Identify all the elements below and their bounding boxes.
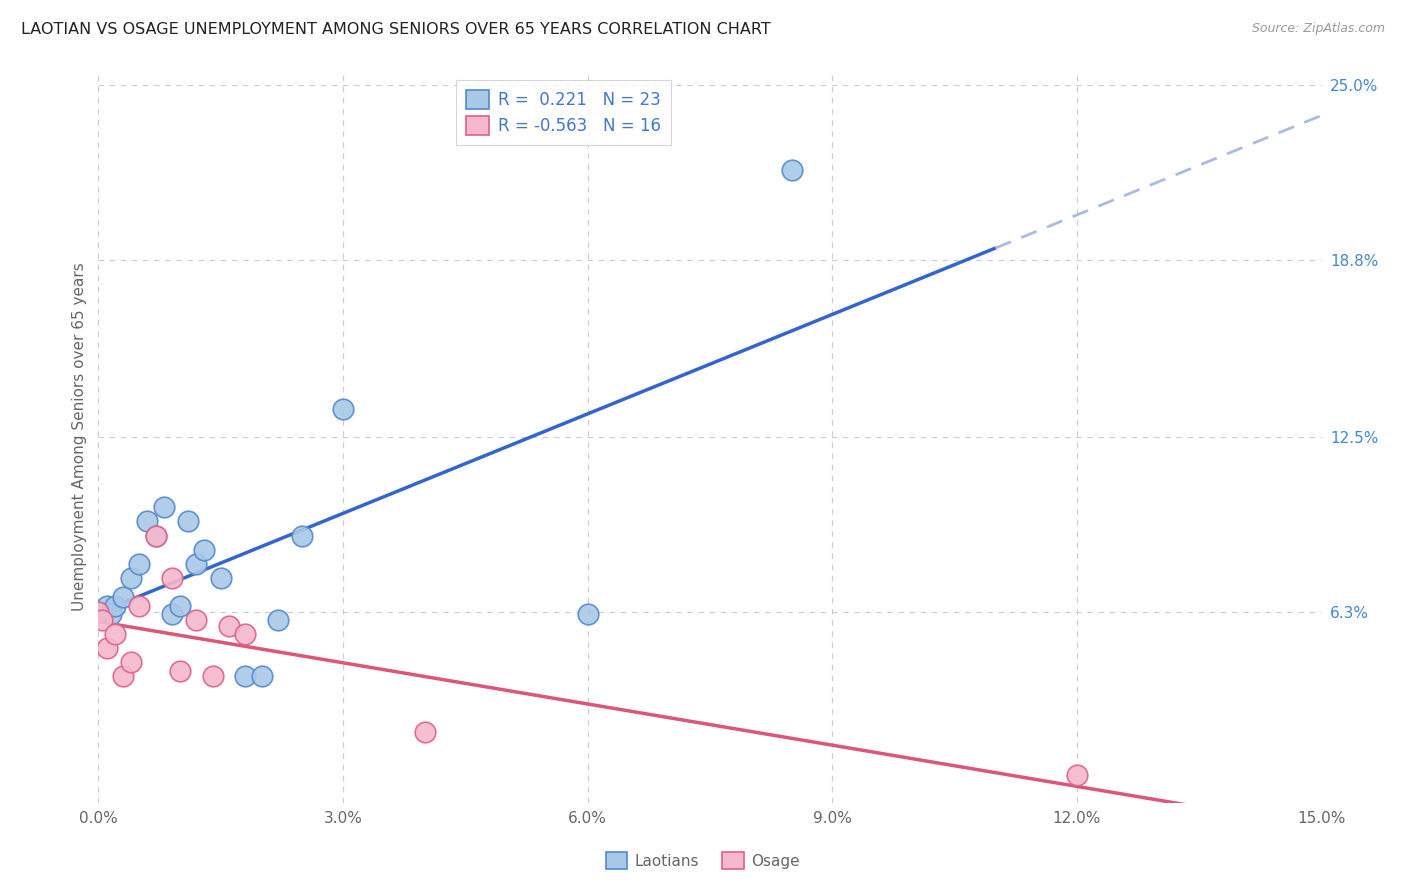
- Point: [186, 613, 208, 627]
- Point: [186, 557, 208, 571]
- Point: [201, 669, 224, 683]
- Legend: Laotians, Osage: Laotians, Osage: [600, 846, 806, 875]
- Point: [193, 542, 215, 557]
- Point: [576, 607, 599, 622]
- Point: [250, 669, 273, 683]
- Point: [145, 528, 167, 542]
- Point: [267, 613, 290, 627]
- Point: [152, 500, 174, 515]
- Point: [87, 605, 110, 619]
- Point: [91, 605, 114, 619]
- Point: [104, 599, 127, 613]
- Text: Source: ZipAtlas.com: Source: ZipAtlas.com: [1251, 22, 1385, 36]
- Point: [111, 669, 134, 683]
- Point: [233, 669, 256, 683]
- Point: [160, 571, 183, 585]
- Legend: R =  0.221   N = 23, R = -0.563   N = 16: R = 0.221 N = 23, R = -0.563 N = 16: [456, 79, 671, 145]
- Point: [209, 571, 232, 585]
- Point: [100, 607, 122, 622]
- Point: [413, 725, 436, 739]
- Point: [291, 528, 314, 542]
- Text: LAOTIAN VS OSAGE UNEMPLOYMENT AMONG SENIORS OVER 65 YEARS CORRELATION CHART: LAOTIAN VS OSAGE UNEMPLOYMENT AMONG SENI…: [21, 22, 770, 37]
- Point: [233, 627, 256, 641]
- Point: [120, 655, 142, 669]
- Point: [218, 618, 240, 632]
- Point: [96, 641, 118, 656]
- Point: [128, 557, 150, 571]
- Point: [160, 607, 183, 622]
- Point: [128, 599, 150, 613]
- Point: [120, 571, 142, 585]
- Y-axis label: Unemployment Among Seniors over 65 years: Unemployment Among Seniors over 65 years: [72, 263, 87, 611]
- Point: [111, 591, 134, 605]
- Point: [780, 162, 803, 177]
- Point: [177, 515, 200, 529]
- Point: [169, 599, 191, 613]
- Point: [169, 664, 191, 678]
- Point: [332, 401, 354, 416]
- Point: [136, 515, 159, 529]
- Point: [96, 599, 118, 613]
- Point: [91, 613, 114, 627]
- Point: [1066, 767, 1088, 781]
- Point: [104, 627, 127, 641]
- Point: [145, 528, 167, 542]
